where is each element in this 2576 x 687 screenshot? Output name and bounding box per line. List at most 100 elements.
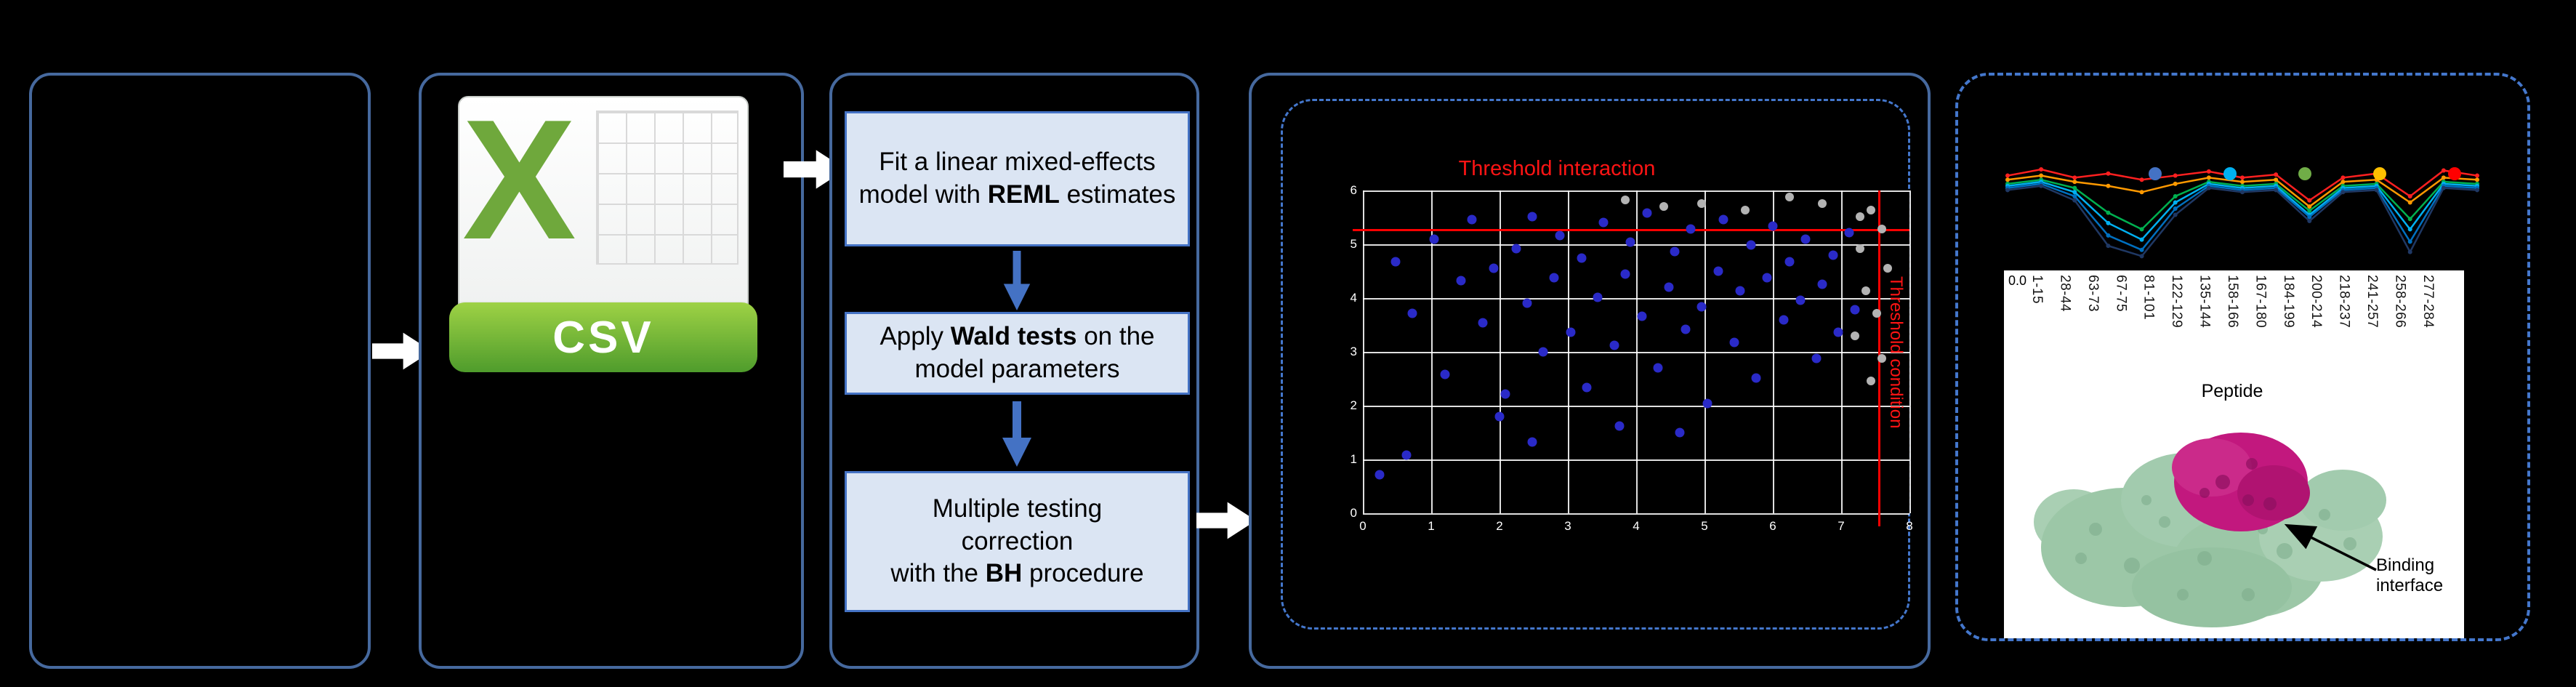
line-marker	[2139, 227, 2144, 232]
x-tick-label: 4	[1633, 519, 1640, 533]
line-marker	[2374, 188, 2379, 193]
x-tick-label: 7	[1838, 519, 1845, 533]
line-marker	[2005, 177, 2010, 182]
protein-structure	[2034, 433, 2386, 627]
scatter-point	[1494, 411, 1505, 422]
step-wald-box: Apply Wald tests on the model parameters	[845, 312, 1190, 395]
surface-texture	[2075, 495, 2356, 601]
peptide-axis-and-structure: 0.0 1-15 28-44 63-73 67-75 81-101 122-129 135-…	[2004, 270, 2464, 638]
gridline-horizontal	[1363, 352, 1909, 353]
y-tick-label: 0	[1350, 506, 1357, 520]
scatter-point	[1856, 244, 1865, 253]
scatter-point	[1702, 398, 1712, 409]
scatter-point	[1522, 298, 1532, 308]
scatter-point	[1686, 224, 1696, 234]
peptide-axis-title: Peptide	[2201, 381, 2263, 401]
scatter-point	[1856, 212, 1865, 221]
line-marker	[2139, 177, 2144, 182]
gridline-horizontal	[1363, 297, 1909, 300]
x-tick-label: 6	[1769, 519, 1776, 533]
scatter-point	[1637, 311, 1647, 321]
line-marker	[2173, 173, 2178, 178]
scatter-point	[1620, 196, 1630, 205]
step-text-bold: BH	[985, 559, 1023, 588]
y-tick-label: 5	[1350, 236, 1357, 251]
line-marker	[2072, 180, 2077, 185]
scatter-point	[1577, 253, 1587, 263]
scatter-point	[1467, 214, 1477, 225]
step-text-bold: Wald tests	[950, 322, 1077, 351]
line-marker	[2407, 227, 2412, 232]
gridline-horizontal	[1363, 459, 1909, 461]
csv-file-icon: X CSV	[449, 84, 757, 372]
x-tick-label: 3	[1564, 519, 1571, 533]
gridline-vertical	[1909, 190, 1911, 513]
scatter-point	[1800, 234, 1811, 244]
line-marker	[2240, 180, 2245, 185]
scatter-point	[1609, 340, 1619, 350]
step-text: correction	[961, 526, 1074, 555]
line-marker	[2475, 177, 2479, 182]
gridline-horizontal	[1363, 513, 1909, 515]
line-marker	[2206, 169, 2211, 174]
peptide-panel: 0.0 1-15 28-44 63-73 67-75 81-101 122-129 135-…	[1955, 73, 2530, 641]
step-text: estimates	[1059, 180, 1176, 209]
arrow-right-icon	[1196, 502, 1256, 539]
input-panel	[29, 73, 371, 669]
binding-label-line: Binding	[2376, 555, 2435, 575]
scatter-point	[1675, 427, 1685, 438]
scatter-point	[1795, 295, 1806, 305]
scatter-point	[1713, 266, 1723, 276]
scatter-point	[1407, 308, 1417, 318]
step-text: Fit a linear mixed-effects model with	[858, 148, 1156, 209]
peptide-tick-label: 200-214	[2309, 275, 2325, 329]
spreadsheet-grid-icon	[596, 111, 738, 265]
scatter-point	[1566, 327, 1576, 337]
line-marker	[2106, 183, 2111, 188]
line-marker	[2072, 193, 2077, 198]
peptide-tick-label: 28-44	[2057, 275, 2073, 313]
line-marker	[2407, 239, 2412, 244]
line-marker	[2139, 237, 2144, 242]
line-marker	[2307, 219, 2312, 224]
line-marker	[2240, 190, 2245, 195]
excel-x-icon: X	[462, 84, 576, 275]
line-marker	[2274, 177, 2279, 182]
scatter-point	[1872, 308, 1881, 318]
step-text: with the	[890, 559, 986, 588]
line-marker	[2106, 210, 2111, 215]
threshold-line-horizontal	[1353, 229, 1909, 232]
scatter-panel: Threshold interaction 0 1 2 3 4 5 6 7 8 0 1 2 3 4 5 6 T…	[1249, 73, 1931, 669]
threshold-condition-label: Threshold condition	[1886, 276, 1906, 429]
y-tick-label: 4	[1350, 290, 1357, 305]
line-marker	[2307, 198, 2312, 203]
line-marker	[2340, 190, 2346, 195]
peptide-tick-label: 184-199	[2280, 275, 2296, 329]
scatter-point	[1620, 269, 1630, 279]
step-bh-box: Multiple testing correction with the BH …	[845, 471, 1190, 612]
scatter-point	[1489, 263, 1499, 273]
scatter-point	[1735, 286, 1745, 296]
line-marker	[2039, 173, 2044, 178]
scatter-point	[1833, 327, 1843, 337]
gridline-horizontal	[1363, 190, 1909, 192]
scatter-point	[1659, 202, 1668, 212]
scatter-point	[1746, 240, 1756, 250]
scatter-point	[1664, 282, 1674, 292]
uptake-line-state-navy	[2007, 185, 2478, 257]
scatter-point	[1877, 225, 1887, 234]
line-marker	[2072, 175, 2077, 180]
scatter-point	[1751, 373, 1761, 383]
line-marker	[2173, 212, 2178, 217]
scatter-point	[1440, 369, 1450, 379]
pvalue-scatter-plot: 0 1 2 3 4 5 6 7 8 0 1 2 3 4 5 6	[1351, 183, 1913, 533]
line-marker	[2039, 183, 2044, 188]
scatter-point	[1768, 221, 1778, 231]
scatter-point	[1696, 302, 1707, 312]
x-tick-label: 2	[1496, 519, 1503, 533]
scatter-point	[1527, 437, 1537, 447]
x-tick-label: 8	[1906, 519, 1913, 533]
csv-banner-label: CSV	[552, 312, 654, 363]
step-bh-text: Multiple testing correction with the BH …	[890, 493, 1143, 590]
scatter-point	[1527, 212, 1537, 222]
